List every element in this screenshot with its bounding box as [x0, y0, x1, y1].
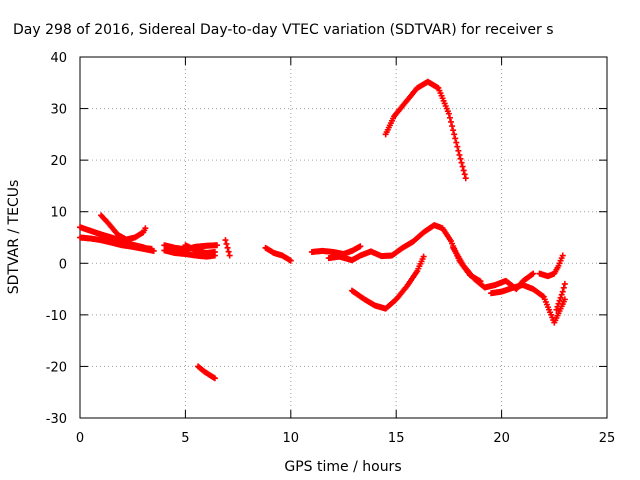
data-point: [461, 171, 468, 178]
data-point: [446, 114, 453, 121]
x-tick-label: 25: [599, 431, 616, 446]
data-point: [561, 280, 568, 287]
data-series: [488, 281, 568, 326]
data-point: [460, 167, 467, 174]
y-tick-label: -30: [46, 412, 67, 427]
y-tick-label: 10: [50, 206, 67, 221]
data-point: [451, 131, 458, 138]
data-point: [450, 127, 457, 134]
data-point: [459, 163, 466, 170]
data-point: [420, 253, 427, 260]
data-point: [556, 297, 563, 304]
data-point: [214, 242, 221, 249]
y-tick-label: 0: [59, 257, 67, 272]
data-series: [119, 240, 157, 254]
y-tick-label: -10: [46, 309, 67, 324]
data-point: [449, 123, 456, 130]
data-series: [222, 237, 233, 259]
data-point: [462, 175, 469, 182]
x-tick-label: 20: [493, 431, 510, 446]
grid: [80, 57, 607, 418]
plot-frame: [79, 56, 608, 419]
y-tick-label: -20: [46, 360, 67, 375]
data-point: [211, 375, 218, 382]
data-point: [560, 284, 567, 291]
data-series: [553, 280, 568, 313]
data-point: [553, 306, 560, 313]
x-axis-label: GPS time / hours: [284, 459, 401, 475]
data-series: [348, 253, 427, 312]
data-series: [536, 252, 566, 280]
data-point: [554, 303, 561, 310]
x-tick-label: 5: [181, 431, 189, 446]
data-series: [308, 243, 364, 258]
data-series: [382, 78, 469, 182]
data-point: [448, 118, 455, 125]
data-point: [226, 252, 233, 259]
data-point: [142, 225, 149, 232]
data-point: [530, 270, 537, 277]
data-series: [262, 244, 294, 264]
y-tick-label: 40: [50, 51, 67, 66]
chart-title: Day 298 of 2016, Sidereal Day-to-day VTE…: [13, 22, 554, 38]
data-point: [555, 300, 562, 307]
y-tick-label: 20: [50, 154, 67, 169]
data-series: [195, 363, 218, 382]
data-point: [445, 110, 452, 117]
data-point: [456, 151, 463, 158]
data-series: [98, 212, 149, 243]
data-point: [559, 288, 566, 295]
data-point: [150, 247, 157, 254]
data-series: [182, 242, 218, 256]
y-axis-label: SDTVAR / TECUs: [6, 180, 22, 295]
axis-ticks: 0 5 10 15 20 25 -30 -20 -10 0 10 20 30 40: [46, 51, 616, 446]
x-tick-label: 10: [283, 431, 300, 446]
data-point: [559, 252, 566, 259]
data-point: [222, 237, 229, 244]
data-point: [458, 159, 465, 166]
x-tick-label: 15: [388, 431, 405, 446]
data-point: [453, 139, 460, 146]
data-point: [557, 294, 564, 301]
data-point: [454, 143, 461, 150]
data-point: [357, 243, 364, 250]
data-point: [211, 248, 218, 255]
x-tick-label: 0: [76, 431, 84, 446]
data-points: [77, 78, 568, 382]
data-point: [223, 240, 230, 247]
data-point: [561, 296, 568, 303]
data-point: [225, 248, 232, 255]
data-point: [224, 244, 231, 251]
y-tick-label: 30: [50, 103, 67, 118]
data-point: [452, 135, 459, 142]
data-point: [558, 291, 565, 298]
data-point: [287, 257, 294, 264]
data-point: [455, 147, 462, 154]
data-point: [457, 155, 464, 162]
